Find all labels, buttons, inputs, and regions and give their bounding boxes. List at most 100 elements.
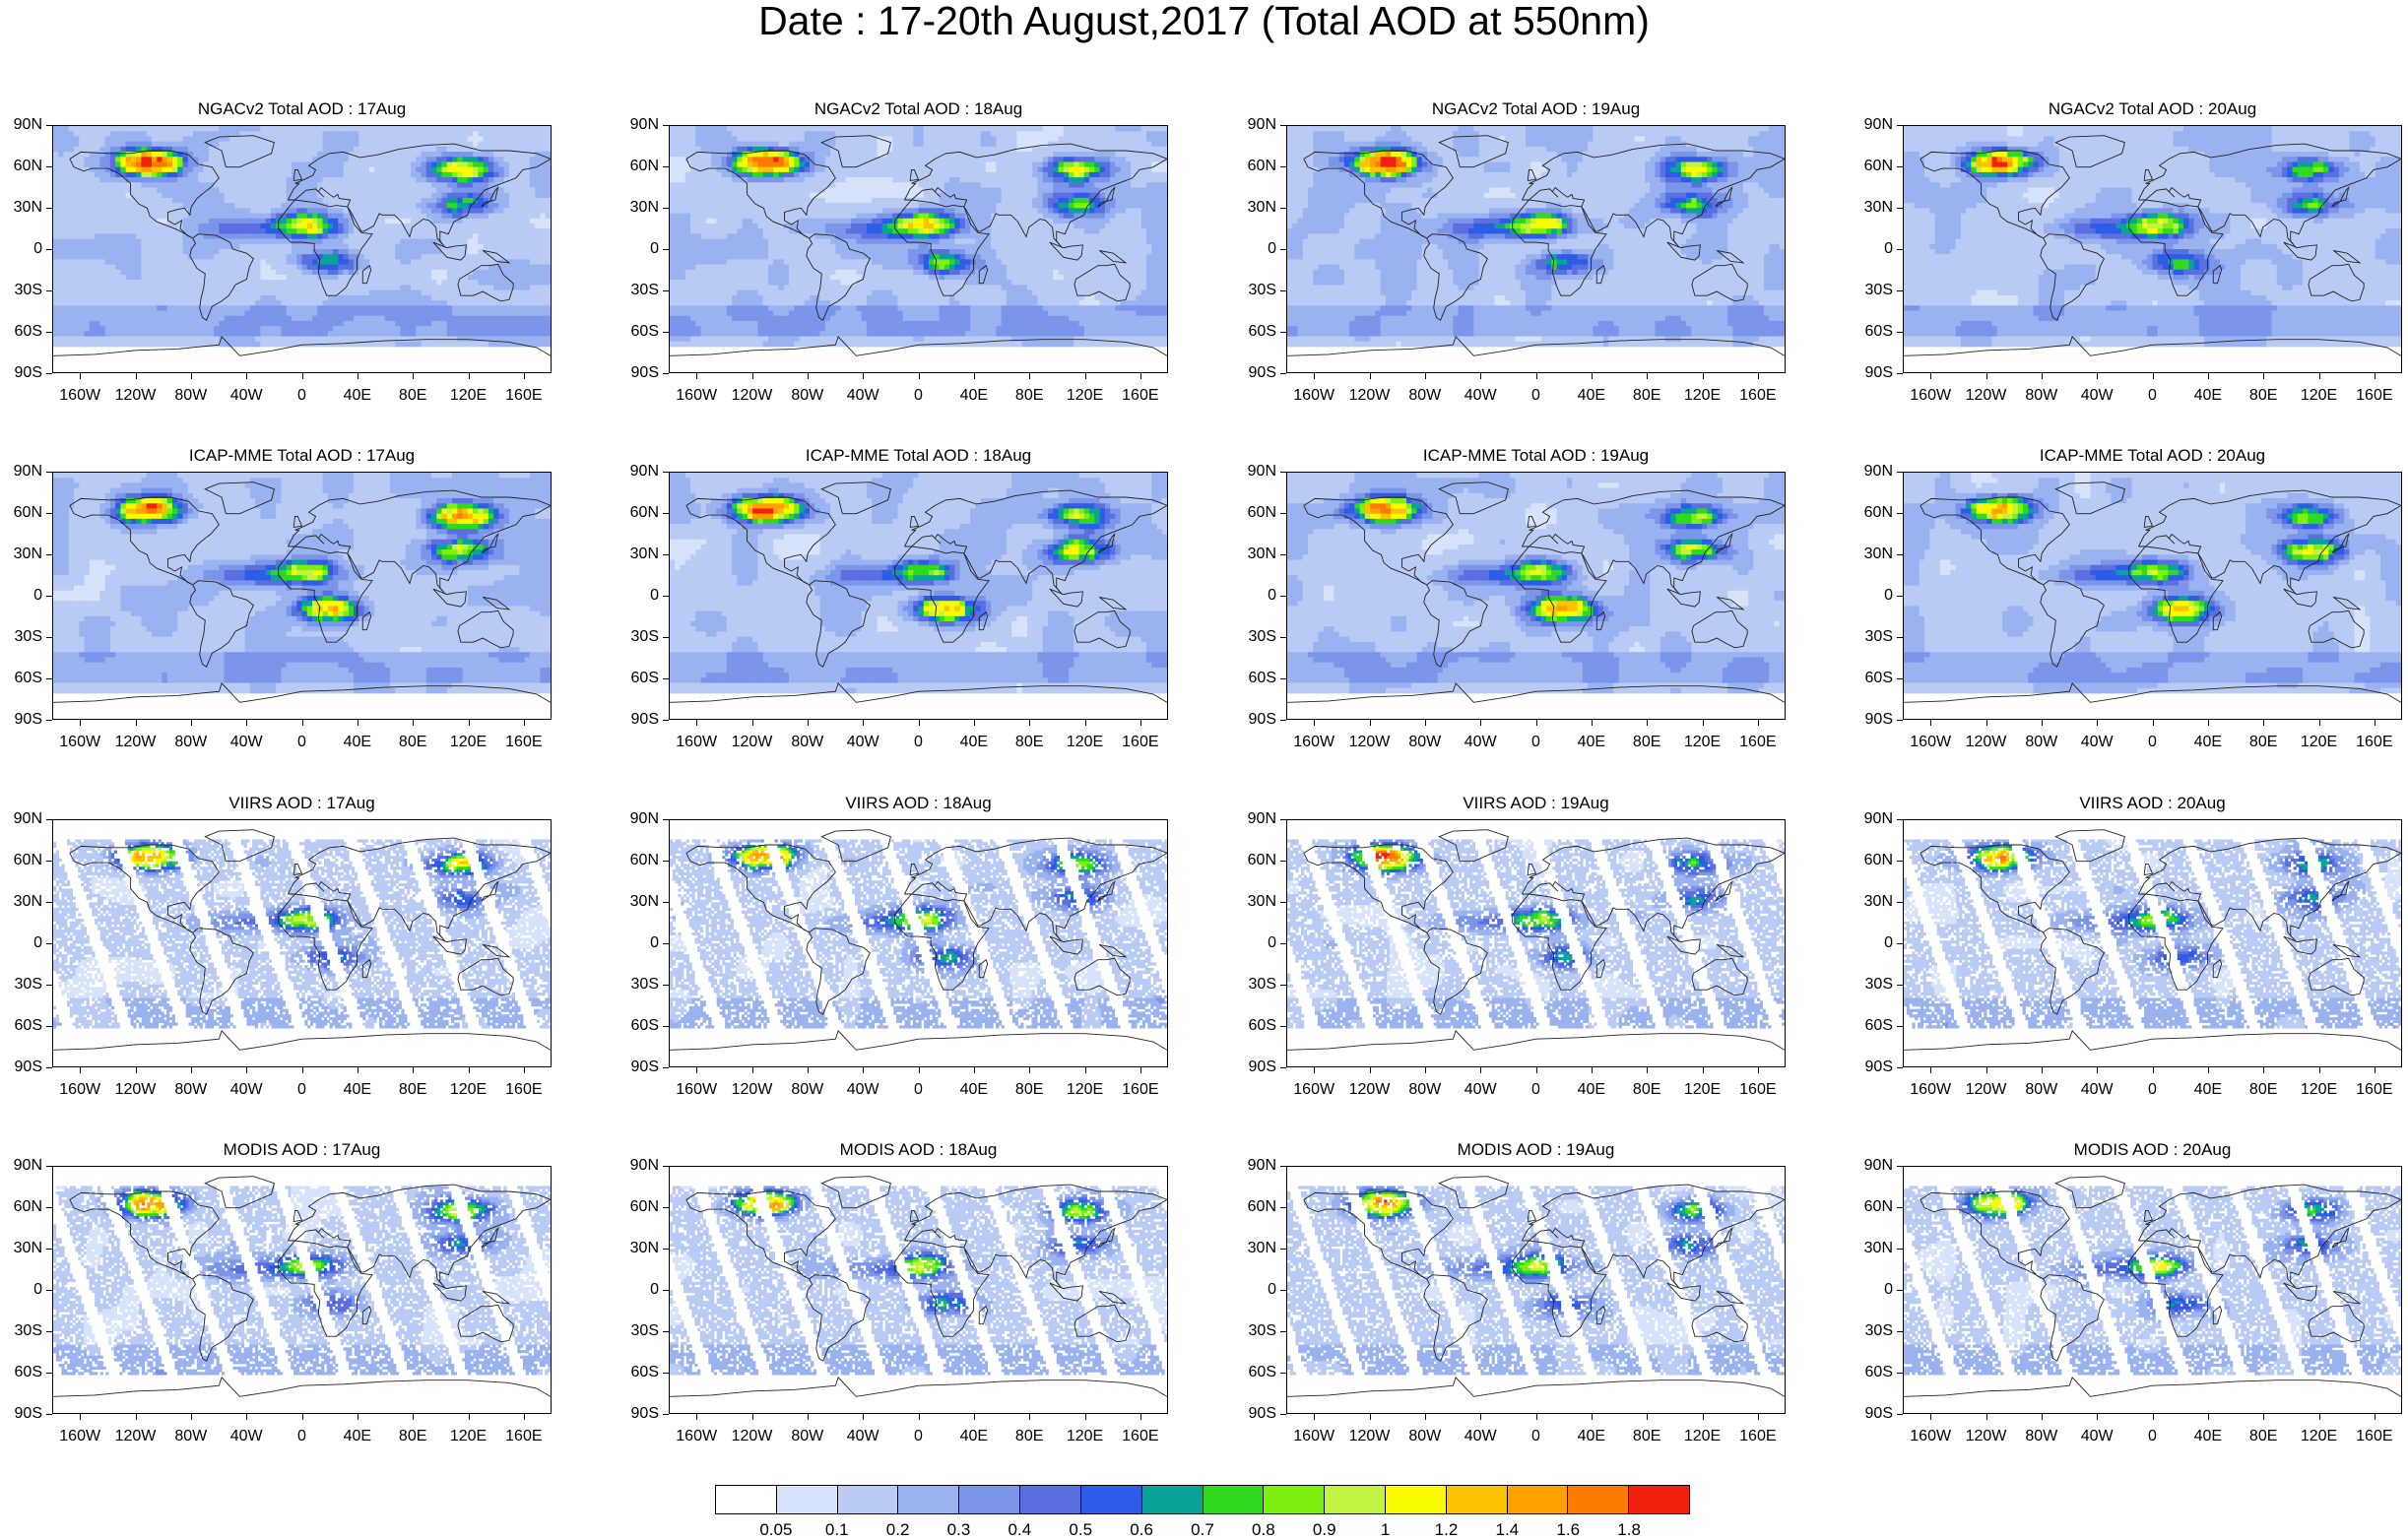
panel-title: ICAP-MME Total AOD : 18Aug bbox=[669, 446, 1168, 466]
lon-tick bbox=[1425, 720, 1426, 726]
lat-tick bbox=[1897, 1331, 1903, 1332]
lat-tick bbox=[46, 290, 52, 291]
lon-tick bbox=[1029, 1414, 1030, 1420]
lat-tick-label: 0 bbox=[1237, 587, 1276, 605]
lon-tick bbox=[752, 720, 753, 726]
map-plot bbox=[1287, 1167, 1785, 1413]
colorbar-label: 0.1 bbox=[813, 1520, 862, 1540]
lon-tick bbox=[1536, 1067, 1537, 1073]
lon-tick-label: 80E bbox=[383, 387, 442, 405]
lon-tick bbox=[2208, 720, 2209, 726]
lat-tick-label: 90N bbox=[619, 1157, 659, 1175]
lon-tick-label: 120E bbox=[1673, 734, 1732, 751]
lat-tick-label: 90S bbox=[1237, 711, 1276, 729]
lon-tick-label: 120W bbox=[1957, 387, 2016, 405]
lon-tick-label: 40W bbox=[2067, 1081, 2126, 1099]
lon-tick bbox=[1703, 720, 1704, 726]
lat-tick-label: 30N bbox=[1237, 893, 1276, 911]
lat-tick bbox=[663, 1414, 669, 1415]
lon-tick bbox=[1930, 720, 1931, 726]
lon-tick-label: 0 bbox=[1507, 734, 1566, 751]
lat-tick bbox=[1280, 332, 1286, 333]
lon-tick bbox=[246, 1414, 247, 1420]
lat-tick bbox=[1280, 1373, 1286, 1374]
lon-tick bbox=[696, 720, 697, 726]
map-frame bbox=[669, 472, 1168, 720]
lat-tick bbox=[46, 373, 52, 374]
lat-tick-label: 60N bbox=[1237, 158, 1276, 175]
map-frame bbox=[52, 472, 552, 720]
panel-title: NGACv2 Total AOD : 19Aug bbox=[1286, 99, 1786, 119]
lon-tick bbox=[919, 1414, 920, 1420]
lon-tick-label: 40E bbox=[944, 734, 1004, 751]
lon-tick-label: 0 bbox=[273, 387, 332, 405]
lon-tick-label: 120W bbox=[723, 1428, 782, 1445]
lon-tick bbox=[2153, 373, 2154, 379]
lon-tick-label: 160E bbox=[1111, 734, 1170, 751]
lat-tick bbox=[1280, 861, 1286, 862]
lat-tick-label: 30S bbox=[1854, 976, 1893, 994]
lat-tick-label: 60S bbox=[1237, 323, 1276, 341]
lat-tick bbox=[1897, 166, 1903, 167]
lat-tick bbox=[663, 290, 669, 291]
lat-tick bbox=[1280, 1249, 1286, 1250]
lon-tick bbox=[752, 1067, 753, 1073]
lon-tick bbox=[1986, 1414, 1987, 1420]
lon-tick-label: 160W bbox=[50, 734, 109, 751]
lat-tick-label: 60S bbox=[3, 670, 42, 687]
lon-tick bbox=[696, 1414, 697, 1420]
map-plot bbox=[1904, 820, 2401, 1066]
lat-tick bbox=[663, 678, 669, 679]
lat-tick-label: 90N bbox=[619, 116, 659, 134]
lon-tick-label: 160W bbox=[667, 387, 726, 405]
lon-tick-label: 160E bbox=[2345, 1081, 2404, 1099]
lon-tick bbox=[302, 720, 303, 726]
colorbar-label: 1.4 bbox=[1482, 1520, 1531, 1540]
map-plot bbox=[1904, 126, 2401, 372]
panel-title: MODIS AOD : 17Aug bbox=[52, 1140, 552, 1160]
lon-tick bbox=[302, 373, 303, 379]
lat-tick-label: 60S bbox=[1854, 323, 1893, 341]
colorbar-label: 0.5 bbox=[1056, 1520, 1105, 1540]
lon-tick-label: 80W bbox=[1396, 734, 1455, 751]
aod-field bbox=[53, 473, 551, 693]
lon-tick bbox=[1425, 1414, 1426, 1420]
panel-title: ICAP-MME Total AOD : 20Aug bbox=[1903, 446, 2402, 466]
colorbar-segment bbox=[1568, 1486, 1629, 1513]
lat-tick bbox=[663, 720, 669, 721]
aod-field bbox=[1904, 126, 2401, 347]
lat-tick-label: 30N bbox=[1237, 199, 1276, 217]
lon-tick bbox=[413, 373, 414, 379]
lat-tick bbox=[663, 125, 669, 126]
panel-title: MODIS AOD : 18Aug bbox=[669, 1140, 1168, 1160]
lon-tick bbox=[1536, 1414, 1537, 1420]
colorbar-segment bbox=[898, 1486, 959, 1513]
lat-tick-label: 60N bbox=[1854, 852, 1893, 869]
lon-tick-label: 120E bbox=[2290, 1428, 2349, 1445]
panel-title: MODIS AOD : 19Aug bbox=[1286, 1140, 1786, 1160]
lat-tick-label: 0 bbox=[1854, 1281, 1893, 1299]
lon-tick bbox=[1930, 373, 1931, 379]
lon-tick-label: 0 bbox=[889, 387, 948, 405]
lat-tick bbox=[1897, 1249, 1903, 1250]
lon-tick-label: 80E bbox=[1617, 734, 1676, 751]
lon-tick-label: 120W bbox=[1957, 1081, 2016, 1099]
lon-tick bbox=[1703, 373, 1704, 379]
lon-tick bbox=[469, 373, 470, 379]
lat-tick-label: 90S bbox=[619, 711, 659, 729]
lon-tick bbox=[1758, 373, 1759, 379]
lat-tick-label: 30S bbox=[3, 628, 42, 646]
lon-tick-label: 160W bbox=[1901, 734, 1960, 751]
lon-tick-label: 40E bbox=[2179, 387, 2238, 405]
lat-tick bbox=[1280, 1290, 1286, 1291]
lat-tick-label: 90N bbox=[1854, 810, 1893, 828]
lon-tick-label: 160E bbox=[1111, 387, 1170, 405]
lon-tick bbox=[863, 720, 864, 726]
colorbar-segment bbox=[1264, 1486, 1325, 1513]
lon-tick-label: 0 bbox=[2123, 1428, 2182, 1445]
lon-tick bbox=[191, 1414, 192, 1420]
lat-tick bbox=[46, 943, 52, 944]
